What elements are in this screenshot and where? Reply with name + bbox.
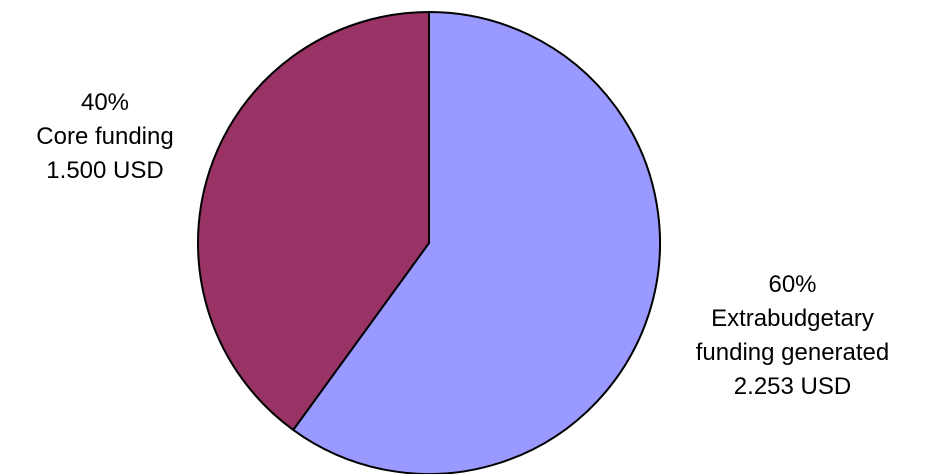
core-name: Core funding [36, 123, 174, 150]
core-amount: 1.500 USD [46, 157, 164, 184]
core-percent: 40% [80, 89, 130, 116]
extra-name-line-1: Extrabudgetary [711, 305, 874, 332]
extra-amount: 2.253 USD [733, 373, 852, 400]
extra-percent: 60% [768, 271, 817, 298]
label-extrabudgetary-funding: 60% Extrabudgetary funding generated 2.2… [655, 268, 930, 404]
label-core-funding: 40% Core funding 1.500 USD [0, 86, 210, 188]
pie-slice-extra [292, 11, 661, 474]
extra-name-line-2: funding generated [695, 339, 890, 366]
pie-slice-core [197, 11, 430, 431]
